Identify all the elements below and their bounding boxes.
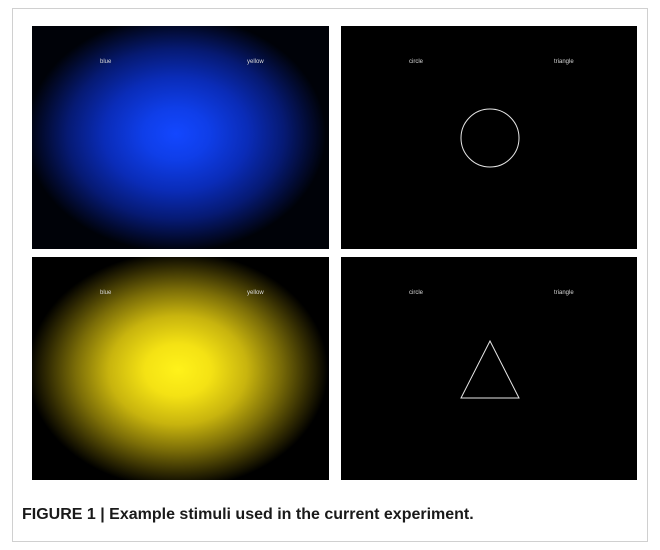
- figure: blue yellow circle triangle blue yellow …: [12, 8, 648, 542]
- circle-shape: [460, 108, 520, 168]
- right-choice-label: yellow: [247, 59, 264, 65]
- circle-stimulus-panel: circle triangle: [341, 26, 637, 249]
- triangle-stimulus-panel: circle triangle: [341, 257, 637, 480]
- left-choice-label: circle: [409, 59, 424, 65]
- right-choice-label: triangle: [554, 290, 574, 296]
- yellow-stimulus-panel: blue yellow: [32, 257, 329, 480]
- figure-caption: FIGURE 1 | Example stimuli used in the c…: [22, 506, 474, 523]
- right-choice-label: triangle: [554, 59, 574, 65]
- circle-stimulus: [460, 108, 520, 168]
- left-choice-label: blue: [100, 59, 112, 65]
- left-choice-label: blue: [100, 290, 112, 296]
- right-choice-label: yellow: [247, 290, 264, 296]
- blue-stimulus-panel: blue yellow: [32, 26, 329, 249]
- left-choice-label: circle: [409, 290, 424, 296]
- triangle-stimulus: [460, 339, 520, 399]
- triangle-shape: [460, 339, 520, 399]
